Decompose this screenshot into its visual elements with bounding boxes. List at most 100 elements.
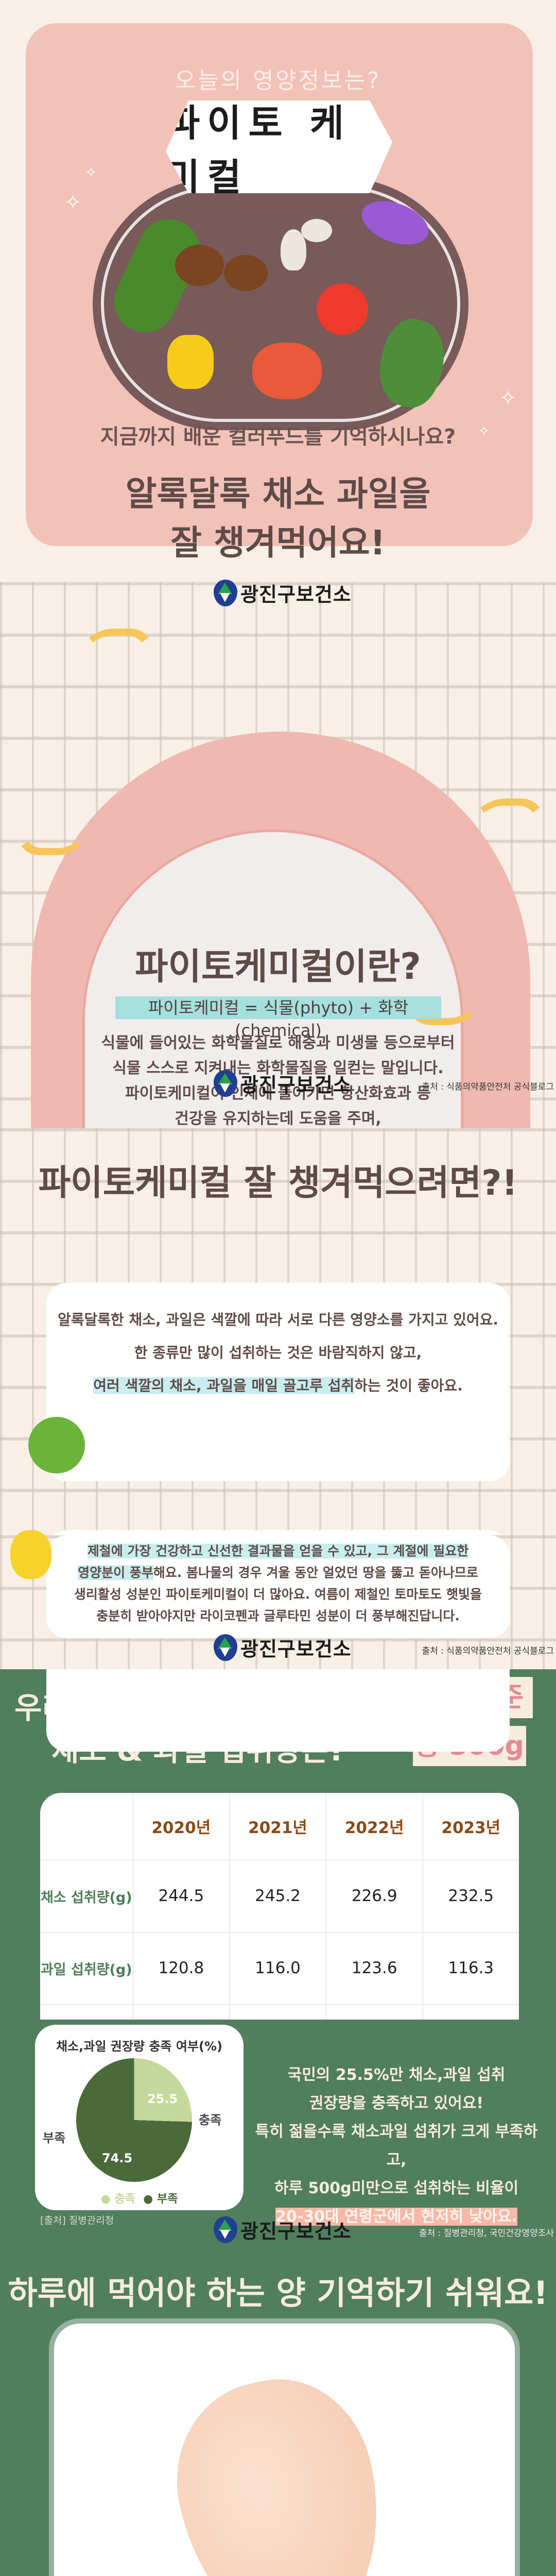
- source-note: 출처 : 식품의약품안전처 공식블로그: [422, 1646, 554, 1656]
- definition-line: 식물에 들어있는 화학물질로 해충과 미생물 등으로부터: [101, 1034, 455, 1052]
- sparkle-icon: ✧: [64, 191, 82, 214]
- org-logo: 광진구보건소: [214, 2215, 352, 2244]
- garlic-icon: [301, 219, 332, 242]
- mushroom-icon: [175, 245, 224, 286]
- org-logo: 광진구보건소: [214, 579, 352, 607]
- side-line: 권장량을 충족하고 있어요!: [309, 2094, 484, 2112]
- howto-title: 파이토케미컬 잘 챙겨먹으려면?!: [38, 1163, 518, 1204]
- legend-short: ● 부족: [143, 2193, 178, 2206]
- table-cell: 244.5: [132, 1859, 230, 1932]
- side-line: 국민의 25.5%만 채소,과일 섭취: [287, 2066, 506, 2084]
- source-note: 출처 : 식품의약품안전처 공식블로그: [422, 1082, 554, 1092]
- tip-line: 영양분이 풍부해요. 봄나물의 경우 겨울 동안 얼었던 땅을 뚫고 돋아나므로: [46, 1562, 510, 1584]
- pie-source: [출처] 질병관리청: [40, 2215, 114, 2226]
- legend-meet: ● 충족: [100, 2193, 135, 2206]
- row-label: 채소 섭취량(g): [40, 1859, 133, 1932]
- pie-title: 채소,과일 권장량 충족 여부(%): [56, 2039, 223, 2054]
- table-header-row: 2020년 2021년 2022년 2023년: [40, 1793, 519, 1860]
- cover-title-badge: 파이토 케미컬: [166, 100, 392, 193]
- sparkle-icon: ✧: [499, 386, 517, 410]
- table-header-cell: 2020년: [132, 1793, 230, 1860]
- tip-highlight: 여러 색깔의 채소, 과일을 매일 골고루 섭취: [93, 1377, 355, 1394]
- yellow-pepper-icon: [10, 1530, 51, 1579]
- tip-tail: 하는 것이 좋아요.: [354, 1377, 463, 1394]
- org-emblem-icon: [214, 579, 237, 606]
- tip-line: 알록달록한 채소, 과일은 색깔에 따라 서로 다른 영양소를 가지고 있어요.: [57, 1311, 499, 1328]
- fist-section: 하루에 먹어야 하는 양 기억하기 쉬워요! *매 끼니 두종류 이상의 채소를…: [0, 2262, 556, 2576]
- garlic-icon: [281, 229, 306, 270]
- table-header-cell: 2021년: [229, 1793, 326, 1860]
- table-row: 채소 섭취량(g) 244.5 245.2 226.9 232.5: [40, 1859, 519, 1932]
- arch-inner: [82, 829, 463, 1128]
- table-cell: 245.2: [229, 1859, 326, 1932]
- mushroom-icon: [224, 255, 268, 291]
- tip-highlight: 영양분이 풍부: [78, 1565, 153, 1580]
- org-name: 광진구보건소: [240, 1638, 352, 1660]
- table-header-cell: 2023년: [422, 1793, 519, 1860]
- definition-formula: 파이토케미컬 = 식물(phyto) + 화학(chemical): [115, 996, 441, 1040]
- definition-section: 파이토케미컬이란? 파이토케미컬 = 식물(phyto) + 화학(chemic…: [0, 582, 556, 1128]
- table-header-cell: [40, 1793, 133, 1860]
- cover-headline-2: 잘 챙겨먹어요!: [170, 523, 386, 563]
- tomato-icon: [317, 283, 368, 335]
- pie-side-text: 국민의 25.5%만 채소,과일 섭취 권장량을 충족하고 있어요! 특히 젊을…: [247, 2061, 546, 2231]
- definition-line: 파이토케미컬이 인체에 들어가면 항산화효과 등: [125, 1084, 431, 1103]
- pie-label-short: 74.5: [102, 2151, 133, 2165]
- yellow-pepper-icon: [167, 335, 214, 389]
- row-label: 과일 섭취량(g): [40, 1931, 133, 2004]
- tip-highlight: 제철에 가장 건강하고 신선한 결과물을 얻을 수 있고, 그 계절에 필요한: [87, 1544, 469, 1558]
- org-emblem-icon: [214, 1634, 237, 1661]
- pie-chart: [76, 2058, 192, 2182]
- side-highlight: 20-30대 연령군에서 현저히 낮아요.: [275, 2208, 517, 2226]
- tip-card-3: 제철에 가장 건강하고 신선한 결과물을 얻을 수 있고, 그 계절에 필요한 …: [46, 1535, 510, 1638]
- org-logo: 광진구보건소: [214, 1633, 352, 1662]
- tip-line: 한 종류만 많이 섭취하는 것은 바람직하지 않고,: [134, 1344, 422, 1361]
- howto-card3-band: 제철에 가장 건강하고 신선한 결과물을 얻을 수 있고, 그 계절에 필요한 …: [0, 1530, 556, 1669]
- definition-title: 파이토케미컬이란?: [135, 945, 421, 988]
- table-cell: 232.5: [422, 1859, 519, 1932]
- definition-line: 건강을 유지하는데 도움을 주며,: [175, 1110, 381, 1128]
- cover-subtitle: 오늘의 영양정보는?: [175, 67, 381, 94]
- pie-side-meet: 충족: [199, 2113, 222, 2127]
- tip-line: 충분히 받아야지만 라이코펜과 글루타민 성분이 더 풍부해진답니다.: [96, 1608, 460, 1623]
- side-line: 하루 500g미만으로 섭취하는 비율이: [274, 2179, 519, 2197]
- org-name: 광진구보건소: [240, 1074, 352, 1096]
- fist-icon: [158, 2362, 403, 2576]
- broccoli-icon: [28, 1417, 85, 1473]
- definition-line: 식물 스스로 지켜내는 화학물질을 일컫는 말입니다.: [112, 1059, 444, 1077]
- pie-band: 채소,과일 권장량 충족 여부(%) 25.5 74.5 충족 부족 ● 충족 …: [0, 2020, 556, 2262]
- tomato-icon: [252, 343, 322, 399]
- definition-body: 식물에 들어있는 화학물질로 해충과 미생물 등으로부터 식물 스스로 지켜내는…: [93, 1030, 463, 1128]
- tip-line: 제철에 가장 건강하고 신선한 결과물을 얻을 수 있고, 그 계절에 필요한: [46, 1540, 510, 1562]
- org-name: 광진구보건소: [240, 2220, 352, 2243]
- table-cell: 226.9: [325, 1859, 423, 1932]
- table-cell: 116.3: [422, 1931, 519, 2004]
- org-emblem-icon: [214, 2216, 237, 2243]
- fist-title: 하루에 먹어야 하는 양 기억하기 쉬워요!: [8, 2274, 548, 2312]
- side-line: 특히 젊을수록 채소과일 섭취가 크게 부족하고,: [255, 2123, 538, 2169]
- source-note: 출처 : 질병관리청, 국민건강영양조사: [419, 2228, 554, 2239]
- table-cell: 116.0: [229, 1931, 326, 2004]
- org-emblem-icon: [214, 1070, 237, 1097]
- pie-card: 채소,과일 권장량 충족 여부(%) 25.5 74.5 충족 부족 ● 충족 …: [35, 2025, 244, 2210]
- tip-line: 여러 색깔의 채소, 과일을 매일 골고루 섭취하는 것이 좋아요.: [46, 1369, 510, 1402]
- fist-card: *매 끼니 두종류 이상의 채소를 조합해서 먹는 것이 좋아요!: [54, 2324, 515, 2576]
- table-header-cell: 2022년: [325, 1793, 423, 1860]
- cover-question: 지금까지 배운 컬러푸드를 기억하시나요?: [100, 425, 456, 449]
- table-cell: 120.8: [132, 1931, 230, 2004]
- org-name: 광진구보건소: [240, 583, 352, 606]
- tip-tail: 해요. 봄나물의 경우 겨울 동안 얼었던 땅을 뚫고 돋아나므로: [153, 1565, 478, 1580]
- org-logo: 광진구보건소: [214, 1069, 352, 1097]
- cover-section: 오늘의 영양정보는? 파이토 케미컬 ✧ ✧ ✧ ✧ 지금까지 배운 컬러푸드를…: [0, 0, 556, 582]
- tip-line: 생리활성 성분인 파이토케미컬이 더 많아요. 여름이 제철인 토마토도 햇빛을: [74, 1587, 482, 1602]
- sparkle-icon: ✧: [85, 164, 97, 181]
- pie-legend: ● 충족 ● 부족: [35, 2190, 244, 2206]
- tip-card-1: 알록달록한 채소, 과일은 색깔에 따라 서로 다른 영양소를 가지고 있어요.…: [46, 1283, 510, 1481]
- table-cell: 123.6: [325, 1931, 423, 2004]
- sparkle-icon: ✧: [478, 422, 490, 439]
- cover-headline-1: 알록달록 채소 과일을: [125, 474, 431, 514]
- pie-side-short: 부족: [43, 2131, 66, 2145]
- table-row: 과일 섭취량(g) 120.8 116.0 123.6 116.3: [40, 1931, 519, 2004]
- pie-label-meet: 25.5: [147, 2092, 178, 2106]
